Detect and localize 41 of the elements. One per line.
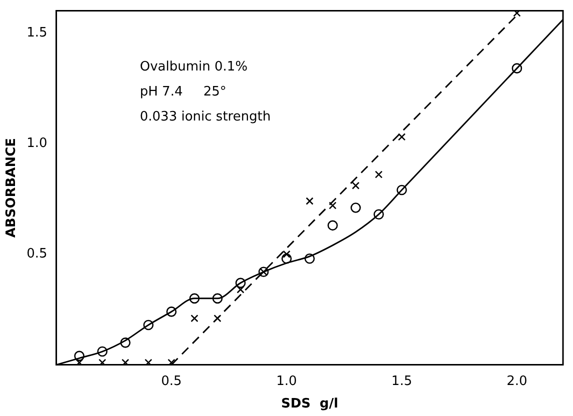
point [328, 220, 338, 231]
y-tick-label: 1.0 [26, 136, 48, 151]
point [214, 314, 222, 322]
point [374, 209, 384, 220]
point [168, 358, 176, 365]
annotation: Ovalbumin 0.1% [140, 60, 248, 75]
point [513, 10, 521, 17]
point [374, 170, 383, 178]
point [281, 253, 292, 264]
y-tick-label: 0.5 [26, 246, 48, 262]
point [212, 293, 223, 304]
point [352, 182, 360, 190]
x-tick-label: 0.5 [161, 374, 182, 389]
point [143, 320, 154, 330]
point [236, 286, 244, 294]
point [350, 202, 361, 213]
x-tick-label: 1.0 [276, 374, 297, 389]
annotation: 0.033 ionic strength [140, 110, 271, 125]
annotation: pH 7.4 25° [140, 84, 226, 100]
point [235, 278, 246, 288]
point [328, 202, 336, 210]
point [120, 338, 131, 348]
point [398, 133, 406, 141]
y-axis-title: ABSORBANCE [4, 138, 20, 238]
point [144, 358, 152, 365]
x-axis-title: SDS g/l [281, 396, 338, 412]
point [166, 306, 177, 317]
point [304, 253, 315, 264]
point [306, 197, 314, 205]
point [98, 358, 106, 365]
point [282, 250, 290, 258]
point [97, 346, 108, 357]
point [74, 350, 84, 362]
point [396, 184, 407, 196]
point [122, 358, 130, 365]
point [190, 314, 198, 322]
point [512, 63, 522, 74]
y-tick-label: 1.5 [26, 25, 48, 40]
x-tick-label: 1.5 [391, 374, 412, 389]
x-tick-label: 2.0 [506, 374, 528, 389]
point [189, 293, 200, 304]
